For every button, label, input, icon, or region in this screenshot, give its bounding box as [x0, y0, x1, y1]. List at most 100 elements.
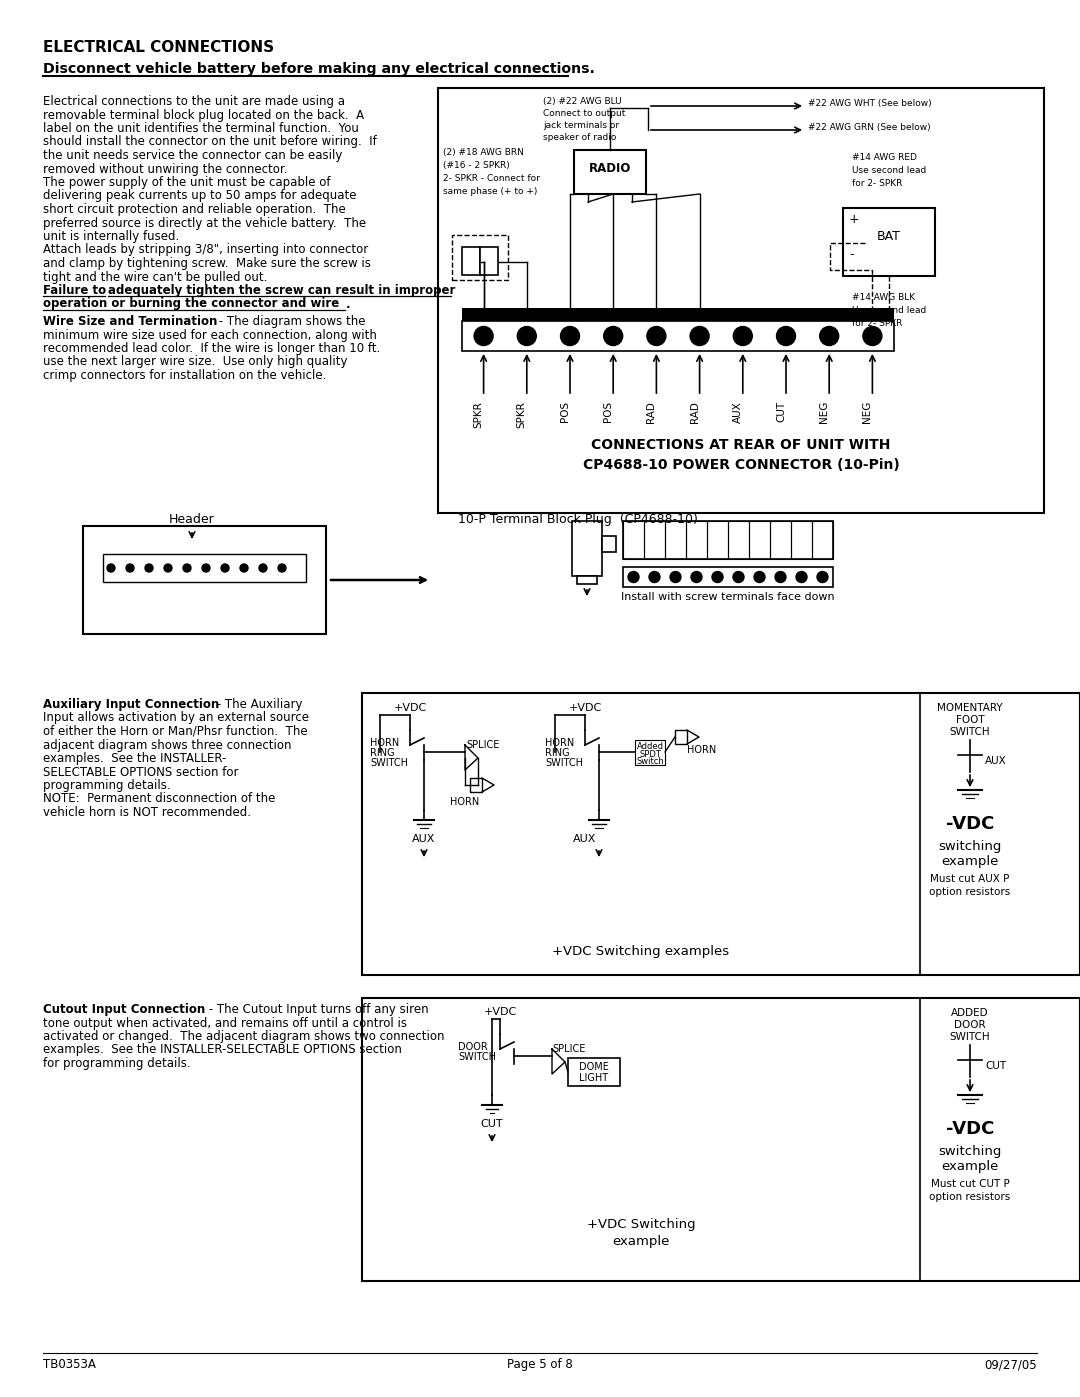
Bar — [623, 521, 644, 559]
Text: Input allows activation by an external source: Input allows activation by an external s… — [43, 711, 309, 725]
Text: vehicle horn is NOT recommended.: vehicle horn is NOT recommended. — [43, 806, 251, 819]
Text: Added: Added — [636, 742, 663, 752]
Text: 2- SPKR - Connect for: 2- SPKR - Connect for — [443, 175, 540, 183]
Text: FOOT: FOOT — [956, 715, 984, 725]
Text: for programming details.: for programming details. — [43, 1058, 191, 1070]
Text: NOTE:  Permanent disconnection of the: NOTE: Permanent disconnection of the — [43, 792, 275, 806]
Text: SPLICE: SPLICE — [465, 740, 499, 750]
Text: SWITCH: SWITCH — [949, 1032, 990, 1042]
Text: and clamp by tightening screw.  Make sure the screw is: and clamp by tightening screw. Make sure… — [43, 257, 370, 270]
Circle shape — [561, 327, 580, 345]
Text: label on the unit identifies the terminal function.  You: label on the unit identifies the termina… — [43, 122, 359, 136]
Text: CUT: CUT — [985, 1060, 1007, 1071]
Text: removable terminal block plug located on the back.  A: removable terminal block plug located on… — [43, 109, 364, 122]
Text: SWITCH: SWITCH — [949, 726, 990, 738]
Text: RING: RING — [545, 747, 569, 759]
Bar — [362, 693, 1080, 975]
Text: Use second lead: Use second lead — [852, 166, 927, 175]
Text: Cutout Input Connection: Cutout Input Connection — [43, 1003, 205, 1016]
Text: Must cut CUT P: Must cut CUT P — [931, 1179, 1010, 1189]
Text: AUX: AUX — [573, 834, 596, 844]
Text: Attach leads by stripping 3/8", inserting into connector: Attach leads by stripping 3/8", insertin… — [43, 243, 368, 257]
Text: (#16 - 2 SPKR): (#16 - 2 SPKR) — [443, 161, 510, 170]
Text: for 2- SPKR: for 2- SPKR — [852, 319, 903, 328]
Text: #22 AWG GRN (See below): #22 AWG GRN (See below) — [808, 123, 931, 131]
Bar — [623, 521, 833, 559]
Text: SPKR: SPKR — [474, 401, 484, 427]
Text: -VDC: -VDC — [946, 814, 995, 833]
Text: short circuit protection and reliable operation.  The: short circuit protection and reliable op… — [43, 203, 346, 217]
Bar — [750, 521, 770, 559]
Text: RAD: RAD — [690, 401, 700, 423]
Text: NEG: NEG — [863, 401, 873, 423]
Circle shape — [796, 571, 807, 583]
Text: -VDC: -VDC — [946, 1120, 995, 1139]
Text: option resistors: option resistors — [930, 887, 1011, 897]
Text: - The Auxiliary: - The Auxiliary — [213, 698, 302, 711]
Text: HORN: HORN — [370, 738, 400, 747]
Bar — [480, 247, 498, 275]
Circle shape — [733, 327, 753, 345]
Text: HORN: HORN — [687, 745, 716, 754]
Text: ELECTRICAL CONNECTIONS: ELECTRICAL CONNECTIONS — [43, 41, 274, 54]
Bar — [103, 555, 306, 583]
Circle shape — [107, 564, 114, 571]
Text: Connect to output: Connect to output — [543, 109, 625, 117]
Text: 09/27/05: 09/27/05 — [984, 1358, 1037, 1370]
Bar — [843, 208, 935, 277]
Circle shape — [816, 571, 828, 583]
Text: The power supply of the unit must be capable of: The power supply of the unit must be cap… — [43, 176, 330, 189]
Text: DOOR: DOOR — [955, 1020, 986, 1030]
Text: (2) #22 AWG BLU: (2) #22 AWG BLU — [543, 96, 622, 106]
Text: SWITCH: SWITCH — [458, 1052, 496, 1062]
Bar — [573, 149, 646, 194]
Circle shape — [474, 327, 494, 345]
Circle shape — [733, 571, 744, 583]
Text: recommended lead color.  If the wire is longer than 10 ft.: recommended lead color. If the wire is l… — [43, 342, 380, 355]
Text: +VDC Switching examples: +VDC Switching examples — [553, 944, 730, 958]
Circle shape — [517, 327, 537, 345]
Bar — [675, 731, 687, 745]
Text: DOOR: DOOR — [458, 1042, 488, 1052]
Text: #14 AWG RED: #14 AWG RED — [852, 154, 917, 162]
Text: same phase (+ to +): same phase (+ to +) — [443, 187, 538, 196]
Text: #22 AWG WHT (See below): #22 AWG WHT (See below) — [808, 99, 932, 108]
Bar — [635, 740, 665, 766]
Text: +VDC: +VDC — [568, 703, 602, 712]
Bar — [462, 307, 894, 321]
Bar — [623, 567, 833, 587]
Text: should install the connector on the unit before wiring.  If: should install the connector on the unit… — [43, 136, 377, 148]
Text: SPKR: SPKR — [517, 401, 527, 427]
Text: Page 5 of 8: Page 5 of 8 — [508, 1358, 572, 1370]
Text: example: example — [942, 1160, 999, 1173]
Text: minimum wire size used for each connection, along with: minimum wire size used for each connecti… — [43, 328, 377, 341]
Circle shape — [647, 327, 666, 345]
Circle shape — [126, 564, 134, 571]
Text: NEG: NEG — [820, 401, 829, 423]
Text: DOME: DOME — [579, 1062, 609, 1071]
Text: (2) #18 AWG BRN: (2) #18 AWG BRN — [443, 148, 524, 156]
Text: CONNECTIONS AT REAR OF UNIT WITH: CONNECTIONS AT REAR OF UNIT WITH — [592, 439, 891, 453]
Bar — [577, 576, 597, 584]
Circle shape — [691, 571, 702, 583]
Text: 10-P Terminal Block Plug  (CP4688-10): 10-P Terminal Block Plug (CP4688-10) — [458, 513, 698, 527]
Text: +: + — [849, 212, 860, 226]
Text: AUX: AUX — [733, 401, 743, 423]
Bar — [83, 527, 326, 634]
Text: POS: POS — [604, 401, 613, 422]
Bar — [812, 521, 833, 559]
Bar — [462, 247, 480, 275]
Text: +VDC Switching: +VDC Switching — [586, 1218, 696, 1231]
Text: Auxiliary Input Connection: Auxiliary Input Connection — [43, 698, 219, 711]
Text: - The Cutout Input turns off any siren: - The Cutout Input turns off any siren — [205, 1003, 429, 1016]
Bar — [686, 521, 707, 559]
Text: SELECTABLE OPTIONS section for: SELECTABLE OPTIONS section for — [43, 766, 239, 778]
Text: adjacent diagram shows three connection: adjacent diagram shows three connection — [43, 739, 292, 752]
Text: HORN: HORN — [545, 738, 575, 747]
Bar — [707, 521, 728, 559]
Text: Must cut AUX P: Must cut AUX P — [930, 875, 1010, 884]
Text: unit is internally fused.: unit is internally fused. — [43, 231, 179, 243]
Circle shape — [627, 571, 639, 583]
Text: switching: switching — [939, 840, 1001, 854]
Circle shape — [754, 571, 765, 583]
